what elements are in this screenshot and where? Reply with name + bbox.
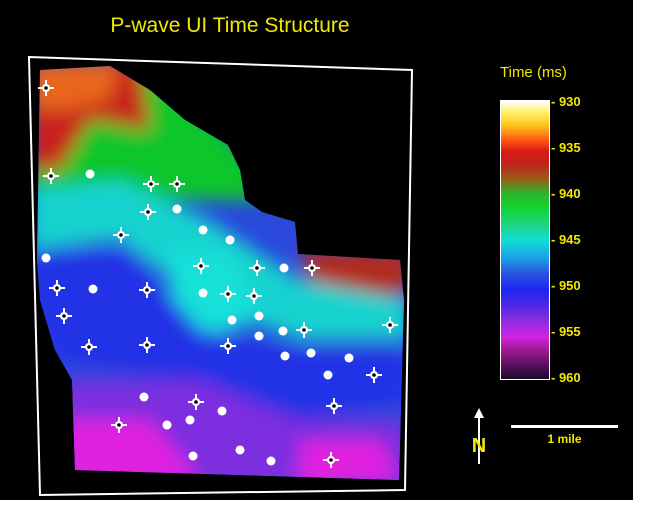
- well-cross-marker: [193, 258, 209, 274]
- legend-title: Time (ms): [500, 64, 567, 81]
- well-dot-marker: [306, 348, 316, 358]
- north-label: N: [472, 435, 486, 457]
- well-dot-marker: [198, 225, 208, 235]
- well-dot-marker: [254, 311, 264, 321]
- well-cross-marker: [113, 227, 129, 243]
- well-dot-marker: [88, 284, 98, 294]
- well-cross-marker: [43, 168, 59, 184]
- well-dot-marker: [139, 392, 149, 402]
- well-cross-marker: [188, 394, 204, 410]
- well-cross-marker: [111, 417, 127, 433]
- well-markers: [38, 80, 398, 468]
- time-structure-map: [27, 55, 414, 497]
- well-cross-marker: [246, 288, 262, 304]
- well-dot-marker: [227, 315, 237, 325]
- well-dot-marker: [279, 263, 289, 273]
- well-dot-marker: [225, 235, 235, 245]
- well-dot-marker: [185, 415, 195, 425]
- legend-tick-950: - 950: [551, 278, 581, 293]
- time-surface: [37, 66, 404, 480]
- well-cross-marker: [49, 280, 65, 296]
- well-cross-marker: [382, 317, 398, 333]
- well-dot-marker: [280, 351, 290, 361]
- well-dot-marker: [217, 406, 227, 416]
- well-cross-marker: [366, 367, 382, 383]
- well-cross-marker: [326, 398, 342, 414]
- well-cross-marker: [220, 338, 236, 354]
- well-cross-marker: [220, 286, 236, 302]
- well-cross-marker: [249, 260, 265, 276]
- well-cross-marker: [81, 339, 97, 355]
- well-dot-marker: [278, 326, 288, 336]
- well-cross-marker: [38, 80, 54, 96]
- well-cross-marker: [296, 322, 312, 338]
- well-dot-marker: [266, 456, 276, 466]
- well-dot-marker: [172, 204, 182, 214]
- well-cross-marker: [169, 176, 185, 192]
- well-cross-marker: [323, 452, 339, 468]
- legend-tick-940: - 940: [551, 186, 581, 201]
- well-dot-marker: [344, 353, 354, 363]
- well-cross-marker: [304, 260, 320, 276]
- scale-bar-label: 1 mile: [547, 432, 582, 446]
- time-colorbar: [500, 100, 550, 380]
- legend-tick-955: - 955: [551, 324, 581, 339]
- legend-tick-960: - 960: [551, 370, 581, 385]
- well-dot-marker: [162, 420, 172, 430]
- well-dot-marker: [323, 370, 333, 380]
- survey-boundary: [27, 55, 414, 497]
- well-cross-marker: [139, 282, 155, 298]
- legend-tick-930: - 930: [551, 94, 581, 109]
- well-dot-marker: [254, 331, 264, 341]
- well-dot-marker: [41, 253, 51, 263]
- legend-tick-945: - 945: [551, 232, 581, 247]
- well-dot-marker: [235, 445, 245, 455]
- well-cross-marker: [143, 176, 159, 192]
- well-dot-marker: [188, 451, 198, 461]
- north-arrow-icon: N: [472, 408, 486, 464]
- map-title: P-wave UI Time Structure: [110, 14, 350, 37]
- scale-bar: [511, 425, 618, 428]
- well-cross-marker: [56, 308, 72, 324]
- well-cross-marker: [140, 204, 156, 220]
- well-dot-marker: [198, 288, 208, 298]
- legend-tick-935: - 935: [551, 140, 581, 155]
- well-dot-marker: [85, 169, 95, 179]
- well-cross-marker: [139, 337, 155, 353]
